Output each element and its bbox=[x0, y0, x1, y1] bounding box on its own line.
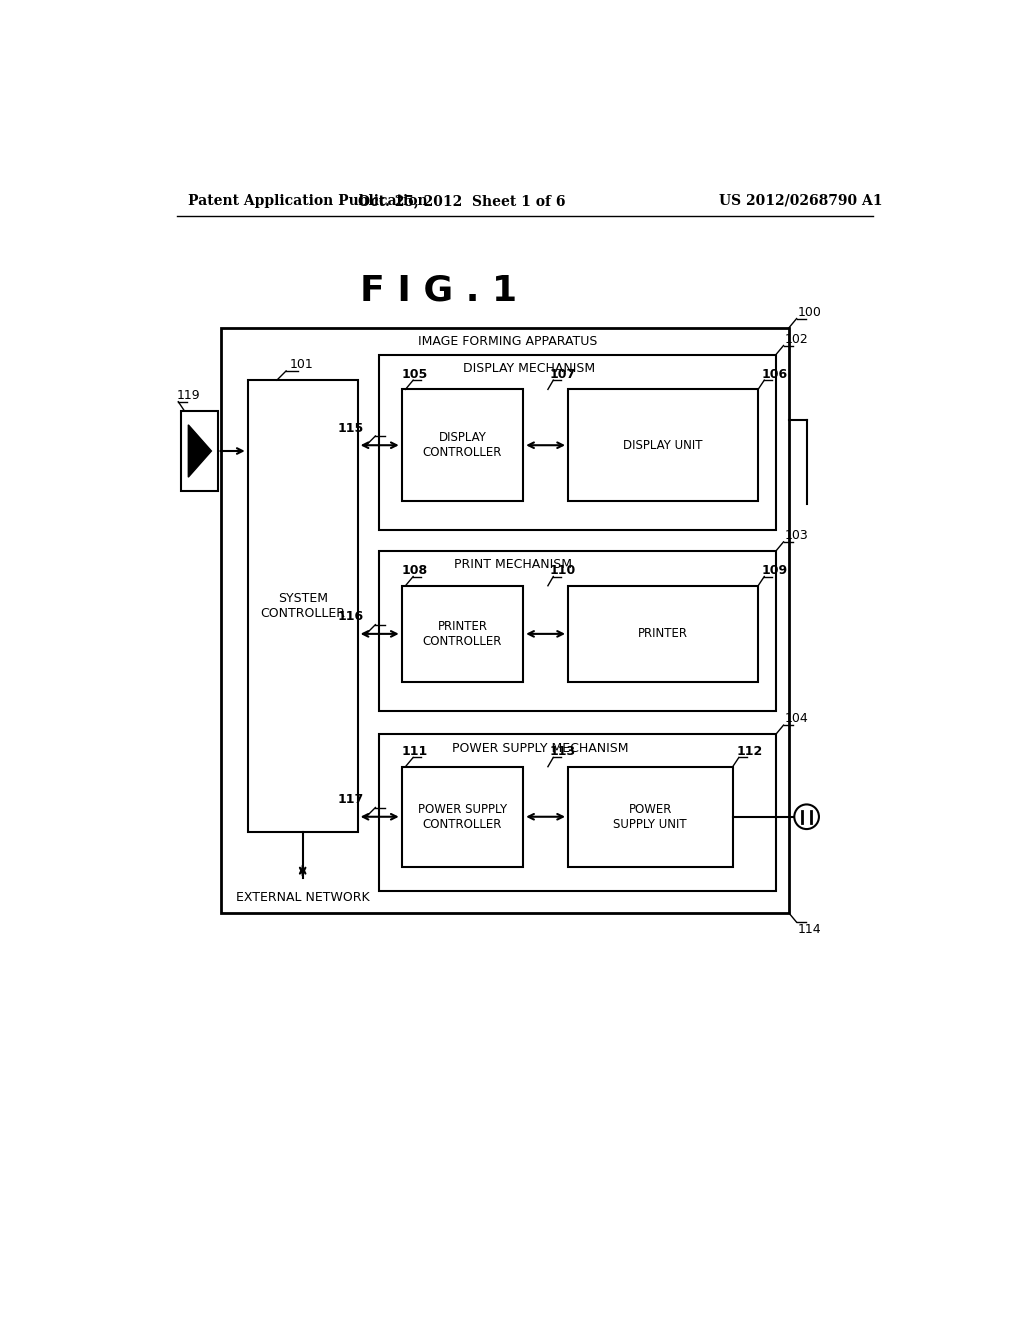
Text: DISPLAY UNIT: DISPLAY UNIT bbox=[624, 438, 702, 451]
Bar bbox=[221, 327, 788, 913]
Text: 114: 114 bbox=[798, 924, 822, 936]
Bar bbox=[379, 734, 776, 891]
Text: PRINT MECHANISM: PRINT MECHANISM bbox=[455, 558, 572, 572]
Text: 106: 106 bbox=[762, 367, 788, 380]
Text: 112: 112 bbox=[736, 744, 763, 758]
Text: 109: 109 bbox=[762, 564, 788, 577]
Text: US 2012/0268790 A1: US 2012/0268790 A1 bbox=[719, 194, 883, 207]
Text: DISPLAY
CONTROLLER: DISPLAY CONTROLLER bbox=[423, 432, 502, 459]
Text: DISPLAY MECHANISM: DISPLAY MECHANISM bbox=[463, 362, 595, 375]
Text: POWER
SUPPLY UNIT: POWER SUPPLY UNIT bbox=[613, 803, 687, 830]
Text: POWER SUPPLY
CONTROLLER: POWER SUPPLY CONTROLLER bbox=[418, 803, 507, 830]
Bar bbox=[401, 586, 523, 682]
Text: 104: 104 bbox=[785, 713, 809, 726]
Text: 101: 101 bbox=[290, 358, 313, 371]
Text: 116: 116 bbox=[338, 610, 364, 623]
Text: 115: 115 bbox=[338, 422, 364, 434]
Text: IMAGE FORMING APPARATUS: IMAGE FORMING APPARATUS bbox=[418, 335, 598, 348]
Text: PRINTER: PRINTER bbox=[638, 627, 688, 640]
Bar bbox=[568, 767, 733, 867]
Text: 111: 111 bbox=[401, 744, 428, 758]
Text: 103: 103 bbox=[785, 529, 809, 543]
Text: 105: 105 bbox=[401, 367, 428, 380]
Text: F I G . 1: F I G . 1 bbox=[360, 273, 517, 308]
Text: POWER SUPPLY MECHANISM: POWER SUPPLY MECHANISM bbox=[452, 742, 629, 755]
Text: 102: 102 bbox=[785, 333, 809, 346]
Bar bbox=[248, 380, 357, 832]
Polygon shape bbox=[188, 425, 211, 478]
Text: PRINTER
CONTROLLER: PRINTER CONTROLLER bbox=[423, 620, 502, 648]
Bar bbox=[180, 411, 217, 491]
Bar bbox=[379, 355, 776, 529]
Bar bbox=[401, 767, 523, 867]
Bar bbox=[568, 389, 758, 502]
Circle shape bbox=[795, 804, 819, 829]
Text: Oct. 25, 2012  Sheet 1 of 6: Oct. 25, 2012 Sheet 1 of 6 bbox=[358, 194, 565, 207]
Text: 100: 100 bbox=[798, 306, 822, 319]
Text: 117: 117 bbox=[338, 793, 364, 807]
Bar bbox=[401, 389, 523, 502]
Text: 107: 107 bbox=[550, 367, 575, 380]
Text: SYSTEM
CONTROLLER: SYSTEM CONTROLLER bbox=[260, 593, 345, 620]
Text: 110: 110 bbox=[550, 564, 575, 577]
Text: 119: 119 bbox=[177, 389, 201, 403]
Bar bbox=[568, 586, 758, 682]
Text: Patent Application Publication: Patent Application Publication bbox=[188, 194, 428, 207]
Bar bbox=[379, 552, 776, 711]
Text: 113: 113 bbox=[550, 744, 575, 758]
Text: EXTERNAL NETWORK: EXTERNAL NETWORK bbox=[236, 891, 370, 904]
Text: 108: 108 bbox=[401, 564, 428, 577]
